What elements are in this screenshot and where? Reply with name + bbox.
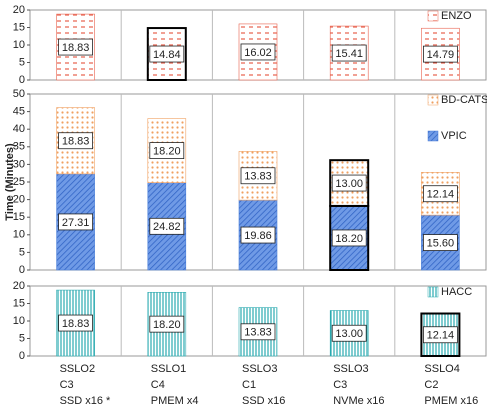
- value-label-box: [240, 226, 276, 244]
- x-tick-label: NVMe x16: [333, 395, 384, 407]
- value-label: 27.31: [62, 217, 90, 229]
- y-tick-label: 10: [13, 229, 25, 241]
- x-tick-label: SSLO3: [333, 363, 368, 375]
- y-tick-label: 15: [13, 211, 25, 223]
- value-label-box: [240, 167, 276, 185]
- x-tick-label: SSLO3: [242, 363, 277, 375]
- value-label: 16.02: [244, 47, 272, 59]
- value-label: 18.20: [335, 233, 363, 245]
- value-label: 12.14: [427, 189, 455, 201]
- value-label: 18.20: [153, 146, 181, 158]
- y-tick-label: 15: [13, 21, 25, 33]
- value-label-box: [149, 315, 185, 333]
- value-label-box: [331, 229, 367, 247]
- y-tick-label: 35: [13, 141, 25, 153]
- value-label: 13.83: [244, 171, 272, 183]
- y-tick-label: 5: [19, 332, 25, 344]
- x-tick-label: PMEM x4: [151, 395, 199, 407]
- x-tick-label: C1: [242, 379, 256, 391]
- x-tick-label: SSLO2: [60, 363, 95, 375]
- x-tick-label: SSD x16: [242, 395, 285, 407]
- x-tick-label: SSD x16 *: [60, 395, 111, 407]
- legend-swatch: [427, 10, 439, 22]
- y-tick-label: 45: [13, 106, 25, 118]
- value-label-box: [422, 45, 458, 63]
- value-label: 12.14: [427, 330, 455, 342]
- value-label: 18.83: [62, 136, 90, 148]
- x-tick-label: SSLO1: [151, 363, 186, 375]
- y-tick-label: 0: [19, 74, 25, 86]
- x-tick-label: C3: [333, 379, 347, 391]
- y-tick-label: 20: [13, 4, 25, 16]
- value-label-box: [58, 314, 93, 332]
- value-label-box: [240, 43, 276, 61]
- value-label: 15.60: [427, 237, 455, 249]
- legend-label: BD-CATS: [441, 94, 487, 106]
- y-tick-label: 25: [13, 176, 25, 188]
- legend-swatch: [427, 130, 439, 142]
- y-tick-label: 30: [13, 158, 25, 170]
- y-tick-label: 10: [13, 315, 25, 327]
- y-tick-label: 40: [13, 123, 25, 135]
- value-label: 24.82: [153, 221, 181, 233]
- value-label: 15.41: [335, 48, 363, 60]
- legend-label: VPIC: [441, 130, 467, 142]
- value-label: 19.86: [244, 230, 272, 242]
- value-label-box: [149, 45, 185, 63]
- legend-label: ENZO: [441, 10, 472, 22]
- value-label: 18.20: [153, 319, 181, 331]
- value-label-box: [331, 324, 367, 342]
- y-tick-label: 50: [13, 88, 25, 100]
- y-tick-label: 5: [19, 246, 25, 258]
- value-label-box: [331, 174, 367, 192]
- x-tick-label: SSLO4: [424, 363, 459, 375]
- value-label: 13.83: [244, 327, 272, 339]
- y-tick-label: 0: [19, 264, 25, 276]
- y-tick-label: 0: [19, 350, 25, 362]
- value-label-box: [58, 213, 93, 231]
- y-tick-label: 10: [13, 39, 25, 51]
- value-label: 13.00: [335, 328, 363, 340]
- legend-swatch: [427, 286, 439, 298]
- x-tick-label: PMEM x16: [424, 395, 478, 407]
- value-label-box: [240, 323, 276, 341]
- legend-swatch: [427, 94, 439, 106]
- y-tick-label: 20: [13, 280, 25, 292]
- value-label: 14.79: [427, 49, 455, 61]
- value-label-box: [422, 185, 458, 203]
- y-axis-label: Time (Minutes): [4, 143, 16, 221]
- value-label-box: [149, 217, 185, 235]
- legend-label: HACC: [441, 286, 472, 298]
- x-tick-label: C2: [424, 379, 438, 391]
- y-tick-label: 5: [19, 56, 25, 68]
- y-tick-label: 20: [13, 194, 25, 206]
- x-tick-label: C3: [60, 379, 74, 391]
- value-label: 18.83: [62, 42, 90, 54]
- value-label: 14.84: [153, 49, 181, 61]
- x-tick-label: C4: [151, 379, 165, 391]
- value-label: 13.00: [335, 178, 363, 190]
- value-label-box: [58, 38, 93, 56]
- value-label-box: [149, 142, 185, 160]
- value-label-box: [58, 132, 93, 150]
- value-label-box: [331, 44, 367, 62]
- value-label-box: [422, 326, 458, 344]
- y-tick-label: 15: [13, 297, 25, 309]
- value-label: 18.83: [62, 318, 90, 330]
- value-label-box: [422, 234, 458, 251]
